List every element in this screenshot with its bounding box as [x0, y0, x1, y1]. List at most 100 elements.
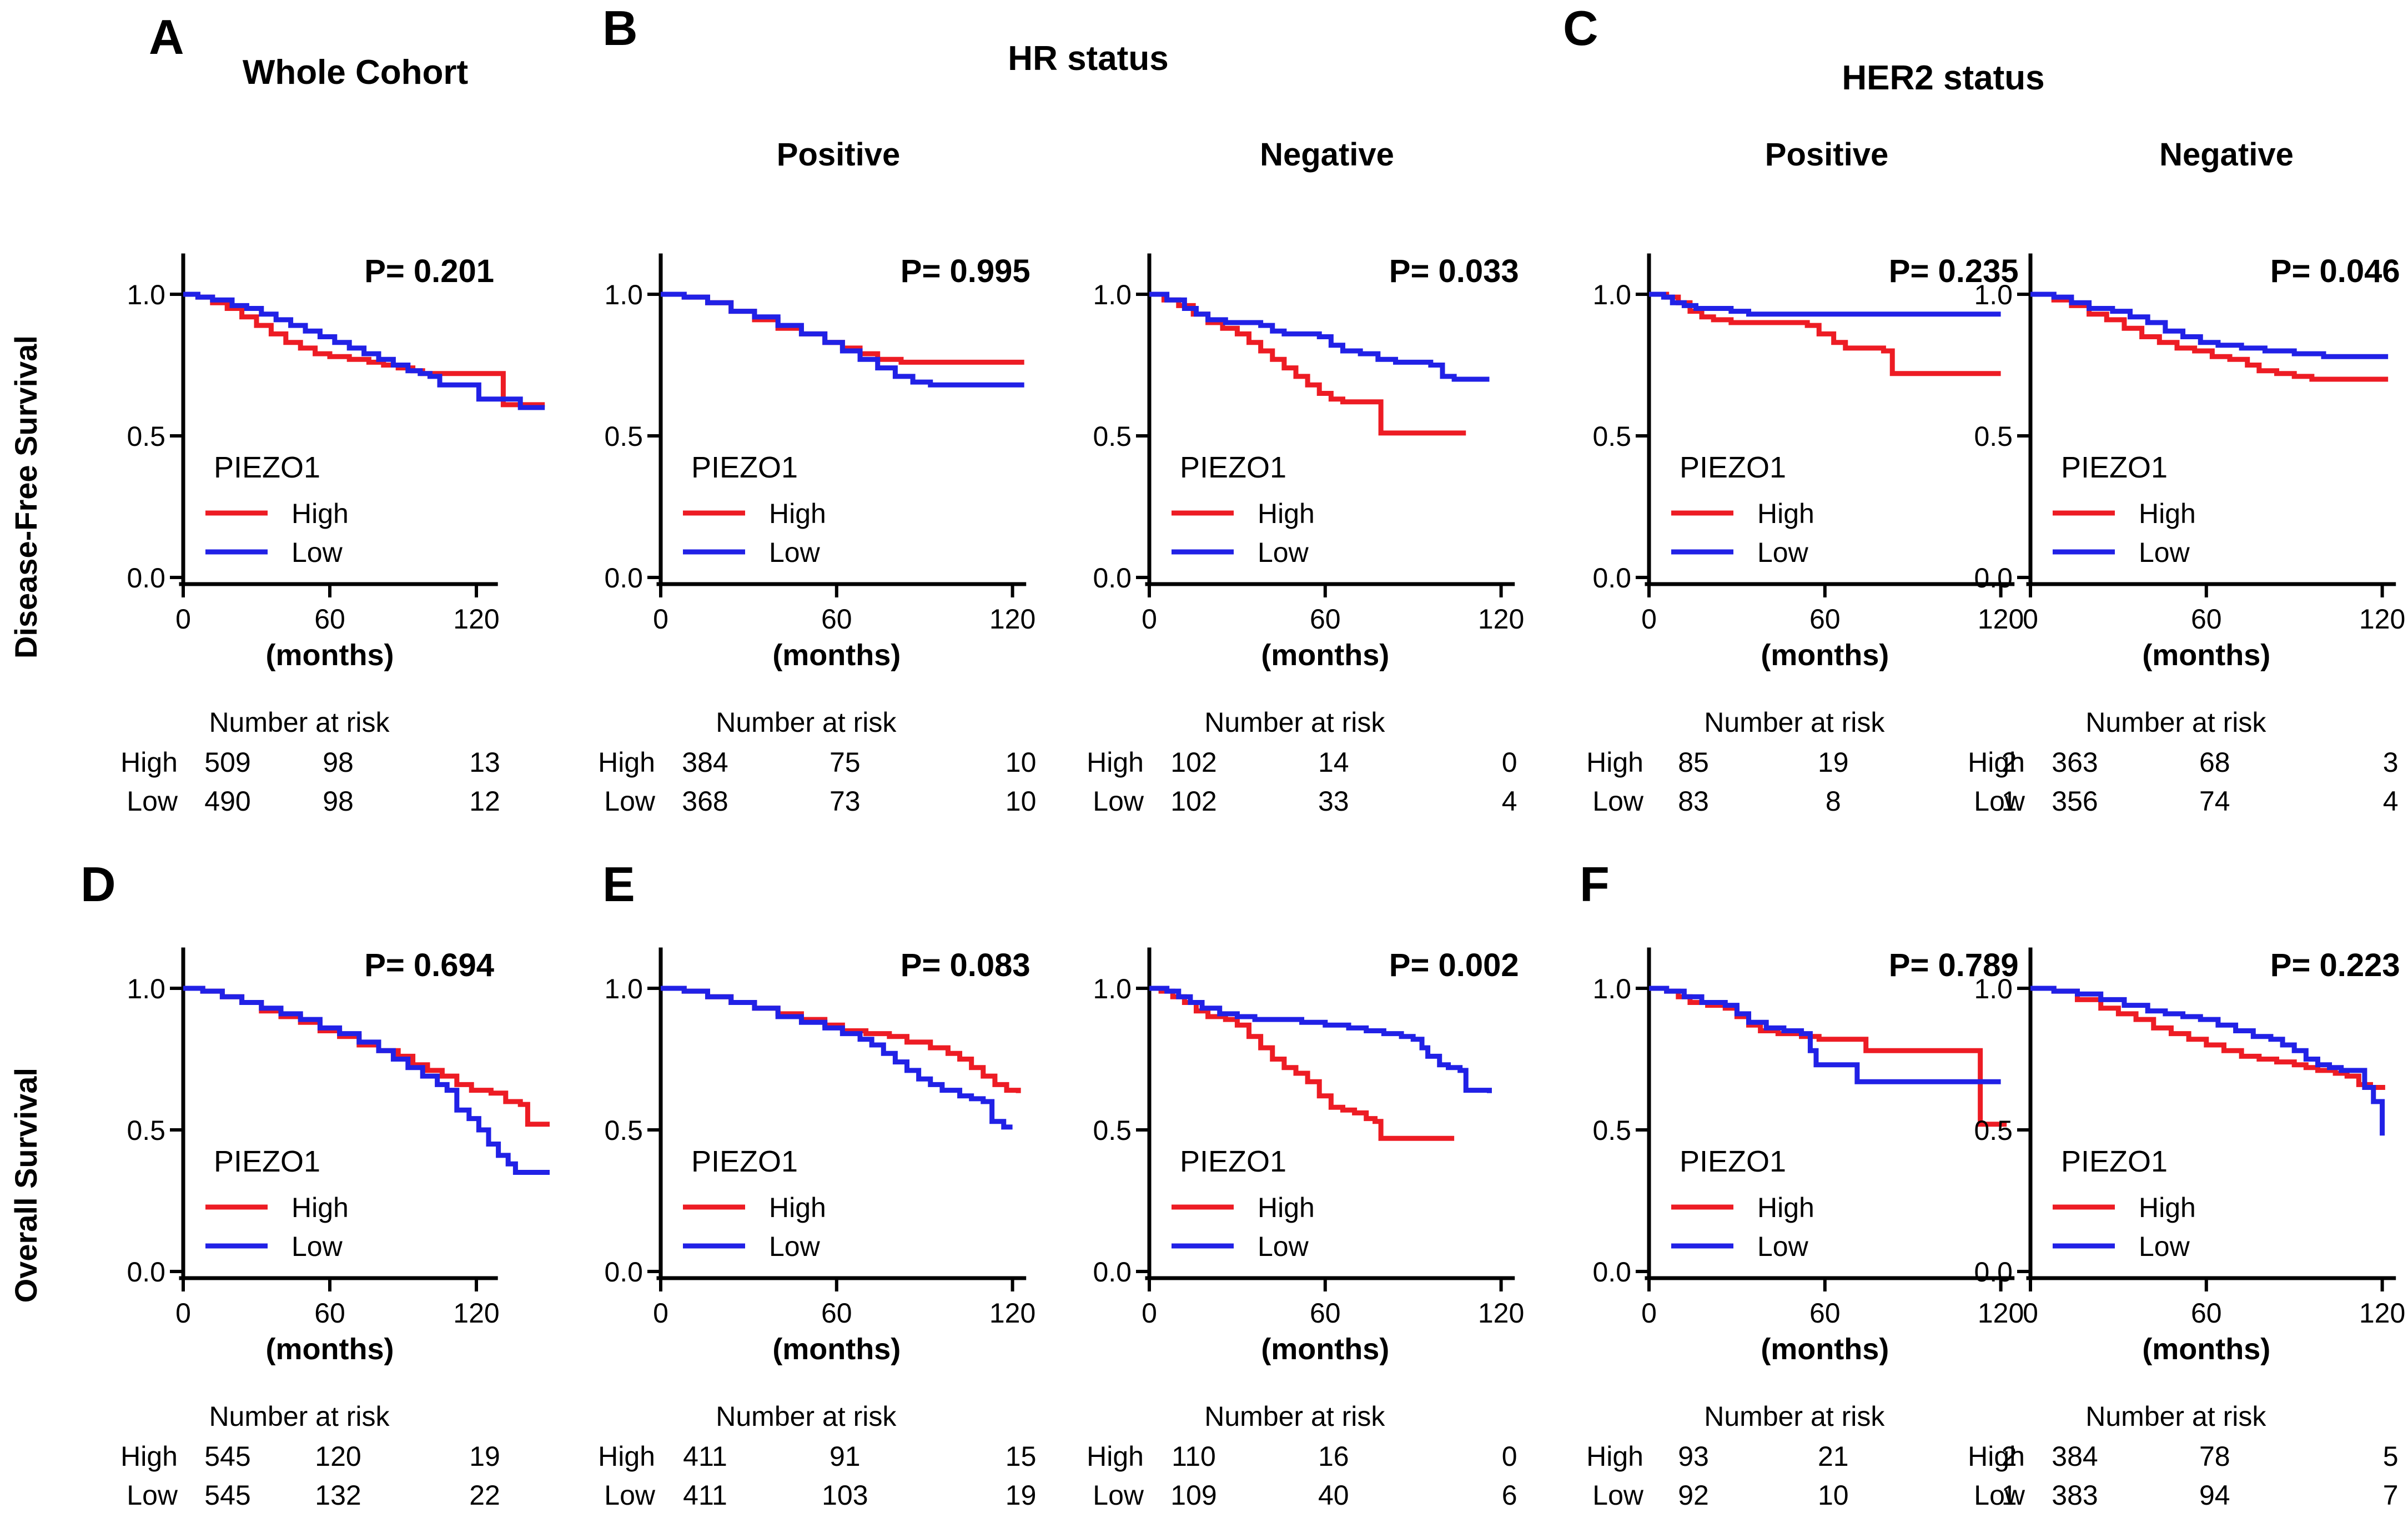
legend-high-label: High	[1757, 498, 1814, 529]
risk-value: 73	[830, 786, 861, 817]
legend-title: PIEZO1	[2061, 1145, 2168, 1178]
y-tick-label: 0.5	[1592, 421, 1631, 452]
x-tick-label: 120	[2359, 1298, 2405, 1329]
risk-row-label-high: High	[120, 1441, 178, 1472]
risk-table-header: Number at risk	[1204, 1401, 1385, 1432]
risk-value: 545	[204, 1480, 250, 1511]
risk-table-header: Number at risk	[209, 1401, 390, 1432]
legend-title: PIEZO1	[1680, 1145, 1786, 1178]
risk-table-header: Number at risk	[716, 1401, 897, 1432]
y-tick-label: 0.5	[127, 421, 165, 452]
y-tick-label: 0.0	[1093, 1256, 1132, 1288]
risk-row-label-high: High	[1087, 747, 1144, 778]
x-tick-label: 60	[821, 604, 852, 635]
p-value-label: P= 0.789	[1889, 947, 2019, 983]
x-tick-label: 0	[1142, 1298, 1157, 1329]
x-tick-label: 0	[1641, 1298, 1657, 1329]
risk-value: 40	[1318, 1480, 1349, 1511]
risk-value: 85	[1678, 747, 1709, 778]
risk-value: 5	[2383, 1441, 2399, 1472]
x-tick-label: 60	[1310, 604, 1341, 635]
risk-table-header: Number at risk	[1704, 1401, 1885, 1432]
legend-title: PIEZO1	[2061, 451, 2168, 484]
risk-value: 14	[1318, 747, 1349, 778]
risk-row-label-high: High	[120, 747, 178, 778]
risk-row-label-high: High	[1968, 747, 2025, 778]
y-tick-label: 1.0	[1974, 279, 2013, 310]
legend-low-label: Low	[1258, 1231, 1309, 1262]
legend-title: PIEZO1	[1180, 1145, 1286, 1178]
x-tick-label: 0	[2023, 1298, 2038, 1329]
x-tick-label: 0	[653, 604, 668, 635]
high-series-line	[2030, 986, 2385, 1090]
p-value-label: P= 0.201	[364, 253, 494, 289]
low-series-line	[1149, 986, 1492, 1093]
y-tick-label: 1.0	[1592, 973, 1631, 1004]
risk-value: 33	[1318, 786, 1349, 817]
risk-value: 384	[2052, 1441, 2098, 1472]
high-series-line	[661, 986, 1021, 1093]
risk-value: 15	[1006, 1441, 1037, 1472]
risk-table: Number at risk High 411 91 15 Low 411 103 19	[598, 1401, 1036, 1511]
y-tick-label: 0.5	[1592, 1115, 1631, 1146]
p-value-label: P= 0.083	[901, 947, 1030, 983]
y-tick-label: 0.5	[604, 1115, 643, 1146]
risk-table-header: Number at risk	[716, 707, 897, 738]
risk-value: 10	[1818, 1480, 1849, 1511]
risk-row-label-high: High	[1968, 1441, 2025, 1472]
high-series-line	[1149, 986, 1455, 1141]
km-panel-B-positive: 0 60 120 1.0 0.5 0.0 P= 0.995 PIEZO1 High Low (mon…	[598, 253, 1036, 817]
legend-title: PIEZO1	[214, 1145, 320, 1178]
km-panel-E-positive: 0 60 120 1.0 0.5 0.0 P= 0.083 PIEZO1 High Low (mon…	[598, 947, 1036, 1511]
risk-row-label-low: Low	[604, 1480, 656, 1511]
high-series-line	[183, 986, 550, 1127]
risk-row-label-high: High	[1586, 1441, 1643, 1472]
legend-title: PIEZO1	[691, 451, 798, 484]
low-series-line	[661, 291, 1024, 388]
sub-header-her2-positive: Positive	[1764, 137, 1889, 173]
y-tick-label: 1.0	[604, 279, 643, 310]
legend-title: PIEZO1	[214, 451, 320, 484]
high-series-line	[2030, 291, 2389, 382]
risk-table-header: Number at risk	[1704, 707, 1885, 738]
p-value-label: P= 0.002	[1389, 947, 1519, 983]
y-tick-label: 0.5	[604, 421, 643, 452]
x-axis-title: (months)	[1261, 639, 1389, 672]
risk-value: 0	[1502, 1441, 1517, 1472]
risk-value: 22	[469, 1480, 500, 1511]
x-tick-label: 120	[1478, 604, 1524, 635]
legend: PIEZO1 High Low	[205, 1145, 349, 1262]
risk-row-label-low: Low	[127, 786, 178, 817]
low-series-line	[1649, 291, 2001, 317]
risk-table-header: Number at risk	[1204, 707, 1385, 738]
risk-row-label-low: Low	[1093, 786, 1144, 817]
km-panel-F-positive: 0 60 120 1.0 0.5 0.0 P= 0.789 PIEZO1 High Low (mon…	[1586, 947, 2024, 1511]
risk-table-header: Number at risk	[209, 707, 390, 738]
y-tick-label: 0.5	[127, 1115, 165, 1146]
low-series-line	[2030, 291, 2389, 359]
legend: PIEZO1 High Low	[1172, 451, 1315, 568]
x-tick-label: 60	[1310, 1298, 1341, 1329]
x-axis-title: (months)	[1761, 1333, 1889, 1366]
legend: PIEZO1 High Low	[1172, 1145, 1315, 1262]
high-series-line	[1149, 291, 1466, 436]
y-tick-label: 1.0	[1093, 279, 1132, 310]
legend: PIEZO1 High Low	[2053, 1145, 2196, 1262]
risk-value: 91	[830, 1441, 861, 1472]
legend-high-label: High	[291, 1192, 349, 1223]
risk-value: 2	[2002, 1441, 2017, 1472]
risk-value: 7	[2383, 1480, 2399, 1511]
x-tick-label: 60	[1809, 604, 1841, 635]
sub-header-hr-negative: Negative	[1260, 137, 1394, 173]
y-tick-label: 1.0	[127, 973, 165, 1004]
y-tick-label: 0.5	[1093, 421, 1132, 452]
risk-value: 68	[2199, 747, 2230, 778]
km-panel-F-negative: 0 60 120 1.0 0.5 0.0 P= 0.223 PIEZO1 High Low (mon…	[1968, 947, 2405, 1511]
risk-value: 92	[1678, 1480, 1709, 1511]
sub-header-her2-negative: Negative	[2159, 137, 2294, 173]
risk-value: 545	[204, 1441, 250, 1472]
risk-row-label-high: High	[598, 1441, 655, 1472]
x-tick-label: 120	[1978, 604, 2024, 635]
x-tick-label: 120	[453, 604, 499, 635]
